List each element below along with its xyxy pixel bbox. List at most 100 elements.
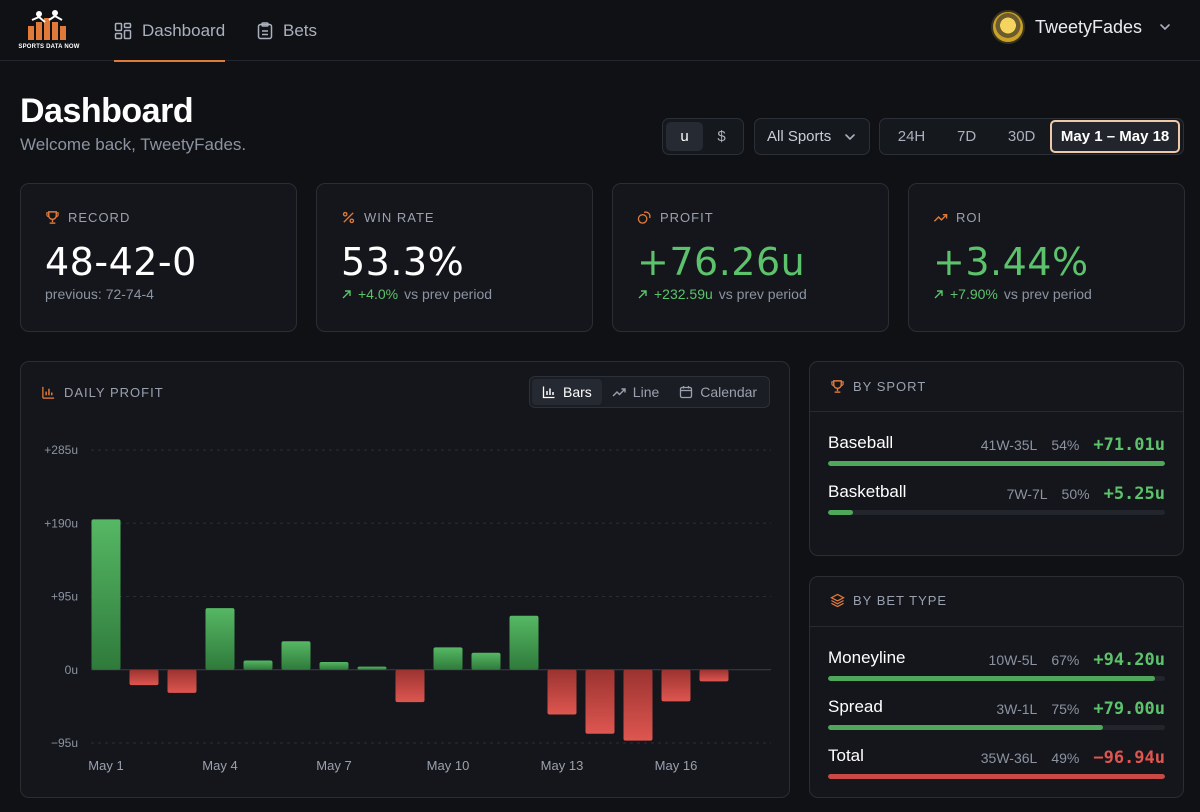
logo-text: SPORTS DATA NOW	[18, 44, 80, 50]
tab-bets-label: Bets	[283, 20, 318, 40]
y-tick-label: 0u	[65, 663, 78, 677]
active-tab-indicator	[114, 60, 226, 62]
view-bars-button[interactable]: Bars	[532, 379, 602, 405]
bar-may-11[interactable]	[471, 652, 501, 670]
bar-may-17[interactable]	[699, 669, 729, 682]
breakdown-row-spread[interactable]: Spread 3W-1L 75% +79.00u	[828, 697, 1165, 737]
stat-label: RECORD	[45, 210, 130, 225]
breakdown-row-basketball[interactable]: Basketball 7W-7L 50% +5.25u	[828, 482, 1165, 522]
percent-icon	[342, 211, 355, 224]
bar-chart-icon	[542, 386, 555, 399]
bar-may-13[interactable]	[547, 669, 577, 715]
stat-value: 48-42-0	[45, 240, 197, 284]
by-bet-type-title: BY BET TYPE	[830, 593, 947, 608]
range-30d[interactable]: 30D	[1007, 128, 1036, 145]
clipboard-icon	[257, 21, 273, 39]
range-custom[interactable]: May 1 – May 18	[1050, 120, 1181, 153]
unit-toggle: u $	[662, 118, 744, 155]
progress-bar	[828, 774, 1165, 779]
stat-sub: +232.59u vs prev period	[637, 286, 807, 302]
range-7d[interactable]: 7D	[956, 128, 977, 145]
bar-may-16[interactable]	[661, 669, 691, 702]
arrow-up-right-icon	[342, 289, 351, 298]
trophy-icon	[46, 211, 59, 224]
dashboard-icon	[114, 22, 132, 39]
avatar	[990, 10, 1025, 44]
y-tick-label: +285u	[44, 443, 78, 457]
stat-label: WIN RATE	[341, 210, 435, 225]
stat-sub: +7.90% vs prev period	[933, 286, 1092, 302]
x-tick-label: May 4	[202, 758, 237, 773]
x-tick-label: May 10	[427, 758, 470, 773]
unit-button-dollars[interactable]: $	[717, 128, 726, 145]
trophy-icon	[831, 380, 844, 393]
stat-label: PROFIT	[637, 210, 714, 225]
bar-may-6[interactable]	[281, 641, 311, 670]
bar-may-7[interactable]	[319, 662, 349, 670]
coins-icon	[637, 211, 651, 224]
tab-bets[interactable]: Bets	[257, 0, 317, 61]
y-tick-label: +95u	[51, 590, 78, 604]
stat-value: 53.3%	[341, 240, 465, 284]
username: TweetyFades	[1034, 16, 1142, 37]
breakdown-row-baseball[interactable]: Baseball 41W-35L 54% +71.01u	[828, 433, 1165, 473]
page-title: Dashboard	[20, 92, 194, 130]
arrow-up-right-icon	[934, 289, 943, 298]
y-tick-label: +190u	[44, 516, 78, 530]
bar-chart-icon	[42, 386, 55, 399]
calendar-icon	[680, 386, 693, 399]
bar-may-9[interactable]	[395, 669, 425, 703]
sport-filter-value: All Sports	[767, 128, 832, 145]
stat-label: ROI	[933, 210, 982, 225]
breakdown-row-total[interactable]: Total 35W-36L 49% −96.94u	[828, 746, 1165, 786]
stat-card-profit: PROFIT +76.26u +232.59u vs prev period	[612, 183, 889, 332]
bar-may-8[interactable]	[357, 666, 387, 670]
divider	[810, 626, 1183, 627]
bar-may-5[interactable]	[243, 660, 273, 670]
stat-value: +3.44%	[933, 240, 1089, 284]
logo[interactable]: SPORTS DATA NOW	[18, 8, 80, 50]
bar-may-2[interactable]	[129, 669, 159, 686]
view-line-button[interactable]: Line	[602, 379, 669, 405]
welcome-message: Welcome back, TweetyFades.	[20, 135, 247, 154]
stat-card-record: RECORD 48-42-0 previous: 72-74-4	[20, 183, 297, 332]
chevron-down-icon	[845, 133, 855, 140]
x-tick-label: May 16	[655, 758, 698, 773]
stat-sub: previous: 72-74-4	[45, 286, 154, 302]
view-calendar-button[interactable]: Calendar	[669, 379, 767, 405]
bar-may-14[interactable]	[585, 669, 615, 734]
tab-dashboard[interactable]: Dashboard	[114, 0, 226, 62]
trending-up-icon	[933, 213, 948, 222]
arrow-up-right-icon	[638, 289, 647, 298]
chevron-down-icon	[1160, 24, 1170, 31]
x-tick-label: May 13	[541, 758, 584, 773]
by-bet-type-card: BY BET TYPE Moneyline 10W-5L 67% +94.20u…	[809, 576, 1184, 798]
bar-may-15[interactable]	[623, 669, 653, 741]
sport-filter-select[interactable]: All Sports	[754, 118, 870, 155]
by-sport-card: BY SPORT Baseball 41W-35L 54% +71.01u Ba…	[809, 361, 1184, 556]
logo-icon	[28, 10, 66, 40]
x-tick-label: May 1	[88, 758, 123, 773]
bar-may-4[interactable]	[205, 608, 235, 670]
y-tick-label: −95u	[51, 736, 78, 750]
unit-button-units[interactable]: u	[666, 122, 703, 151]
bar-may-3[interactable]	[167, 669, 197, 693]
progress-bar	[828, 676, 1165, 681]
daily-profit-card: DAILY PROFIT Bars Line	[20, 361, 790, 798]
bar-may-1[interactable]	[91, 519, 121, 670]
layers-icon	[830, 593, 845, 608]
trending-up-icon	[612, 388, 626, 397]
stat-value: +76.26u	[637, 240, 806, 284]
daily-profit-title: DAILY PROFIT	[41, 385, 164, 400]
progress-bar	[828, 510, 1165, 515]
top-nav: SPORTS DATA NOW Dashboard Bets TweetyFad…	[0, 0, 1200, 62]
x-tick-label: May 7	[316, 758, 351, 773]
range-24h[interactable]: 24H	[897, 128, 926, 145]
stat-sub: +4.0% vs prev period	[341, 286, 492, 302]
bar-may-10[interactable]	[433, 647, 463, 670]
progress-bar	[828, 461, 1165, 466]
user-menu[interactable]: TweetyFades	[990, 10, 1172, 44]
breakdown-row-moneyline[interactable]: Moneyline 10W-5L 67% +94.20u	[828, 648, 1165, 688]
bar-may-12[interactable]	[509, 615, 539, 670]
by-sport-title: BY SPORT	[830, 379, 926, 394]
